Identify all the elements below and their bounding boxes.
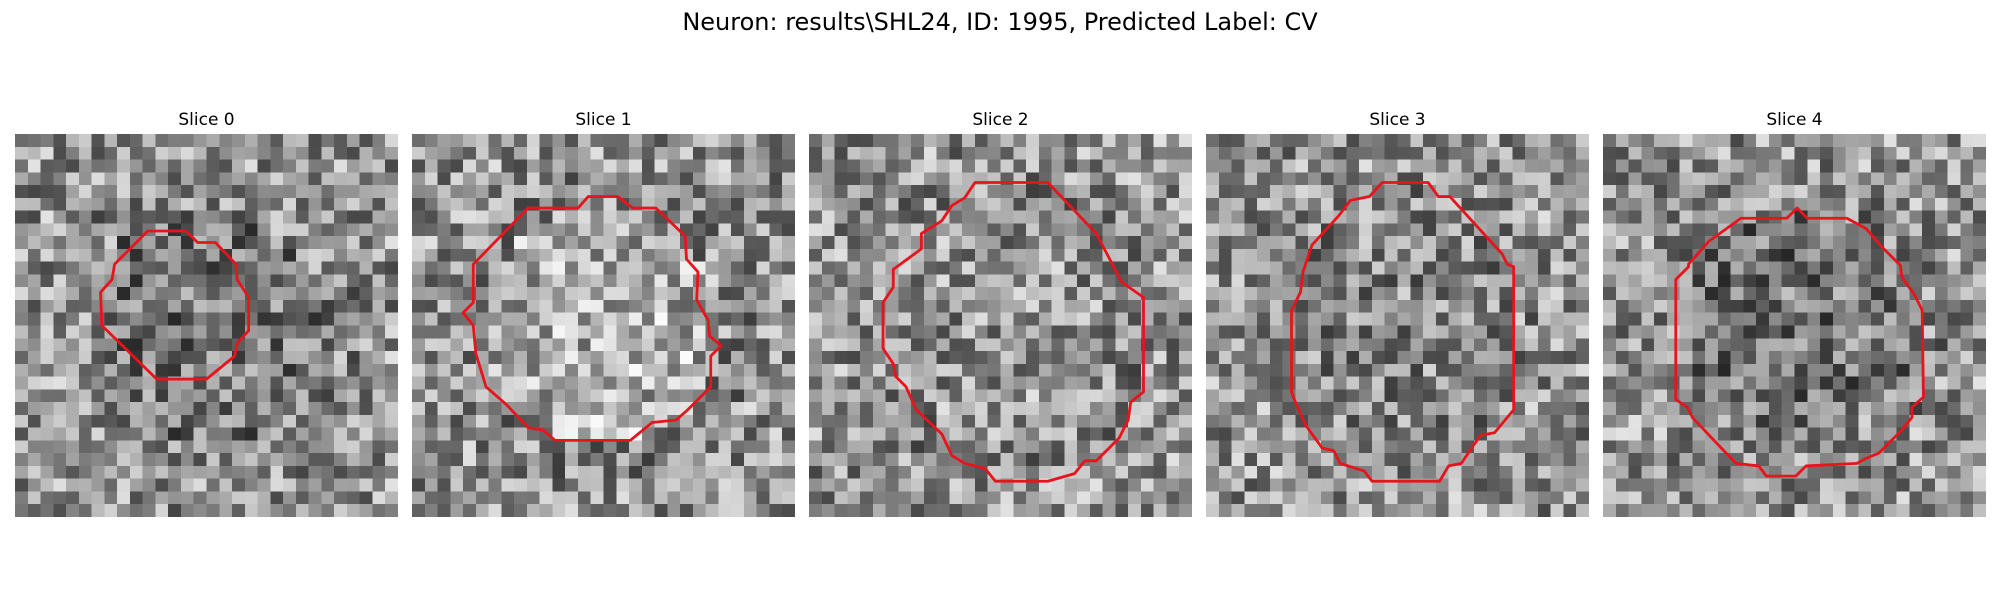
slice-title: Slice 3 [1369,110,1426,130]
pixel-grid [1206,134,1589,517]
roi-contour [1290,181,1516,483]
roi-contour [99,229,251,381]
slice-title: Slice 1 [575,110,632,130]
roi-contour [461,195,723,442]
pixel-grid [809,134,1192,517]
roi-contour [1674,206,1925,478]
slice-image [412,134,795,517]
slice-image [809,134,1192,517]
pixel-grid [412,134,795,517]
slice-panel: Slice 2 [809,108,1192,517]
slice-panel: Slice 0 [15,108,398,517]
slice-title: Slice 0 [178,110,235,130]
slice-panel: Slice 3 [1206,108,1589,517]
slice-title: Slice 4 [1766,110,1823,130]
slice-panel: Slice 1 [412,108,795,517]
pixel-grid [15,134,398,517]
slice-panel: Slice 4 [1603,108,1986,517]
figure-title: Neuron: results\SHL24, ID: 1995, Predict… [682,8,1318,36]
slice-image [1603,134,1986,517]
slice-title: Slice 2 [972,110,1029,130]
pixel-grid [1603,134,1986,517]
slice-image [1206,134,1589,517]
roi-contour [881,181,1145,483]
slice-image [15,134,398,517]
